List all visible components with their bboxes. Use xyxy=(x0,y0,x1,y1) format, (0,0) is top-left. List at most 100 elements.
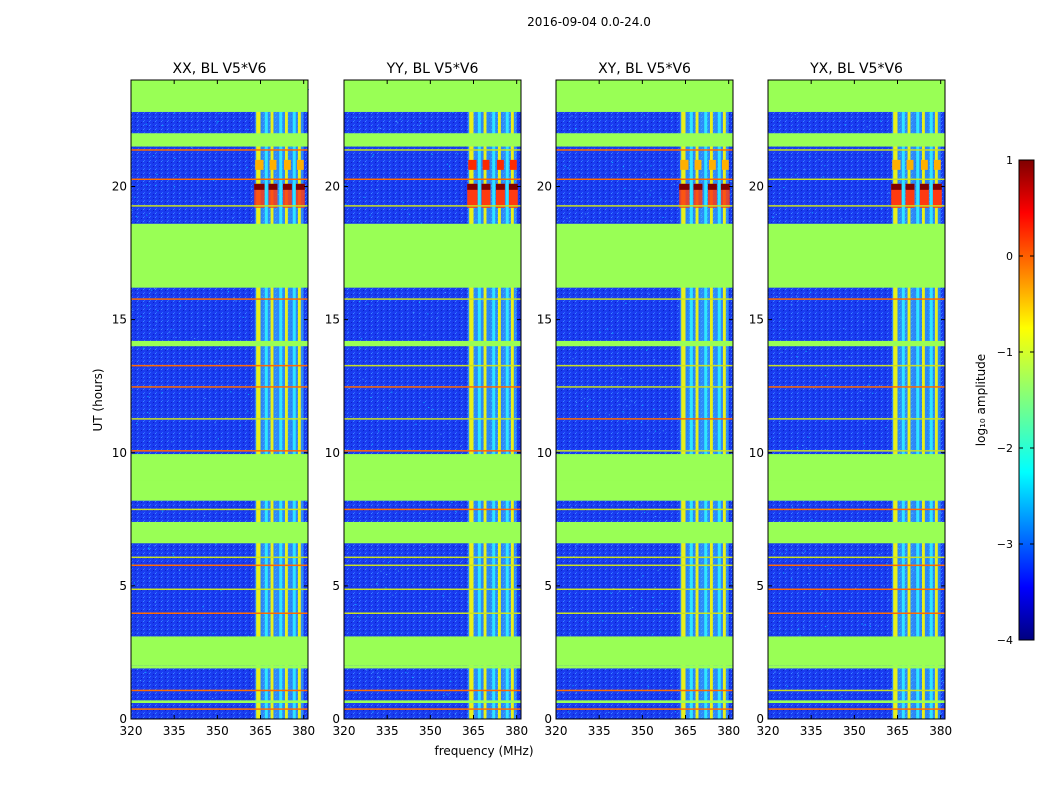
panel-1: XX, BL V5*V6 320 335 350 365 380 0 5 10 15 20 xyxy=(112,61,315,738)
noise-pixel xyxy=(444,292,447,294)
noise-pixel xyxy=(671,117,673,119)
noise-pixel xyxy=(385,574,388,576)
noise-pixel xyxy=(450,681,452,683)
rfi-line xyxy=(768,612,945,614)
noise-pixel xyxy=(647,686,649,688)
noise-pixel xyxy=(371,443,373,445)
noise-pixel xyxy=(808,572,810,574)
noise-pixel xyxy=(855,587,857,589)
noise-pixel xyxy=(654,430,657,432)
event-core xyxy=(481,183,491,190)
masked-band xyxy=(768,454,945,481)
noise-pixel xyxy=(578,171,580,173)
noise-pixel xyxy=(783,186,785,188)
noise-pixel xyxy=(518,292,520,294)
noise-pixel xyxy=(194,338,196,340)
noise-pixel xyxy=(864,422,866,424)
noise-pixel xyxy=(811,518,813,520)
noise-pixel xyxy=(379,678,381,680)
noise-pixel xyxy=(780,167,782,169)
noise-pixel xyxy=(438,619,441,621)
noise-pixel xyxy=(674,711,676,713)
noise-pixel xyxy=(133,582,136,584)
noise-pixel xyxy=(599,331,601,333)
noise-pixel xyxy=(214,682,216,684)
noise-pixel xyxy=(199,197,202,199)
noise-pixel xyxy=(408,416,410,418)
noise-pixel xyxy=(202,606,204,608)
noise-pixel xyxy=(411,676,414,678)
noise-pixel xyxy=(647,121,649,123)
noise-pixel xyxy=(131,705,133,707)
noise-pixel xyxy=(821,591,823,593)
noise-pixel xyxy=(174,363,176,365)
noise-pixel xyxy=(145,671,147,673)
event-blob xyxy=(720,183,730,208)
noise-pixel xyxy=(636,196,638,198)
rfi-line xyxy=(768,178,945,181)
noise-pixel xyxy=(249,308,252,310)
panel-title: XX, BL V5*V6 xyxy=(173,61,267,77)
event-upper xyxy=(296,159,304,170)
noise-pixel xyxy=(567,167,569,169)
noise-pixel xyxy=(780,124,782,126)
noise-pixel xyxy=(561,152,563,154)
noise-pixel xyxy=(204,325,206,327)
noise-pixel xyxy=(132,563,134,565)
noise-pixel xyxy=(791,506,794,508)
masked-band xyxy=(131,223,308,288)
noise-pixel xyxy=(212,697,214,699)
noise-pixel xyxy=(677,305,679,307)
noise-pixel xyxy=(132,309,134,311)
noise-pixel xyxy=(841,694,843,696)
noise-pixel xyxy=(869,610,871,612)
x-tick-label: 380 xyxy=(717,724,740,738)
masked-band xyxy=(768,223,945,288)
noise-pixel xyxy=(456,200,458,202)
rfi-line xyxy=(344,418,521,420)
noise-pixel xyxy=(940,511,942,513)
noise-pixel xyxy=(387,407,389,409)
noise-pixel xyxy=(237,336,239,338)
event-blob xyxy=(693,183,703,208)
noise-pixel xyxy=(598,369,600,371)
noise-pixel xyxy=(729,194,731,196)
noise-pixel xyxy=(344,449,347,451)
noise-pixel xyxy=(886,563,888,565)
event-blob xyxy=(508,183,518,208)
cyan-column xyxy=(477,80,481,719)
noise-pixel xyxy=(815,610,817,612)
noise-pixel xyxy=(805,350,807,352)
noise-pixel xyxy=(146,305,149,307)
noise-pixel xyxy=(611,161,614,163)
noise-pixel xyxy=(809,291,812,293)
noise-pixel xyxy=(822,176,825,178)
noise-pixel xyxy=(813,387,815,389)
noise-pixel xyxy=(210,360,212,362)
noise-pixel xyxy=(612,332,614,334)
masked-band xyxy=(556,665,733,669)
noise-pixel xyxy=(171,441,173,443)
noise-pixel xyxy=(208,128,211,130)
noise-pixel xyxy=(841,218,843,220)
y-tick-label: 0 xyxy=(544,712,552,726)
noise-pixel xyxy=(446,423,449,425)
noise-pixel xyxy=(577,543,579,545)
noise-pixel xyxy=(350,706,352,708)
event-blob xyxy=(254,183,265,208)
noise-pixel xyxy=(391,391,393,393)
y-tick-label: 15 xyxy=(537,313,552,327)
noise-pixel xyxy=(430,503,432,505)
noise-pixel xyxy=(802,504,805,506)
noise-pixel xyxy=(819,594,822,596)
noise-pixel xyxy=(231,197,233,199)
noise-pixel xyxy=(217,120,219,122)
masked-band xyxy=(131,133,308,147)
event-core xyxy=(508,183,518,190)
rfi-line xyxy=(344,508,521,511)
noise-pixel xyxy=(805,447,808,449)
noise-pixel xyxy=(642,404,644,406)
noise-pixel xyxy=(306,501,308,503)
noise-pixel xyxy=(796,446,799,448)
noise-pixel xyxy=(605,150,607,152)
